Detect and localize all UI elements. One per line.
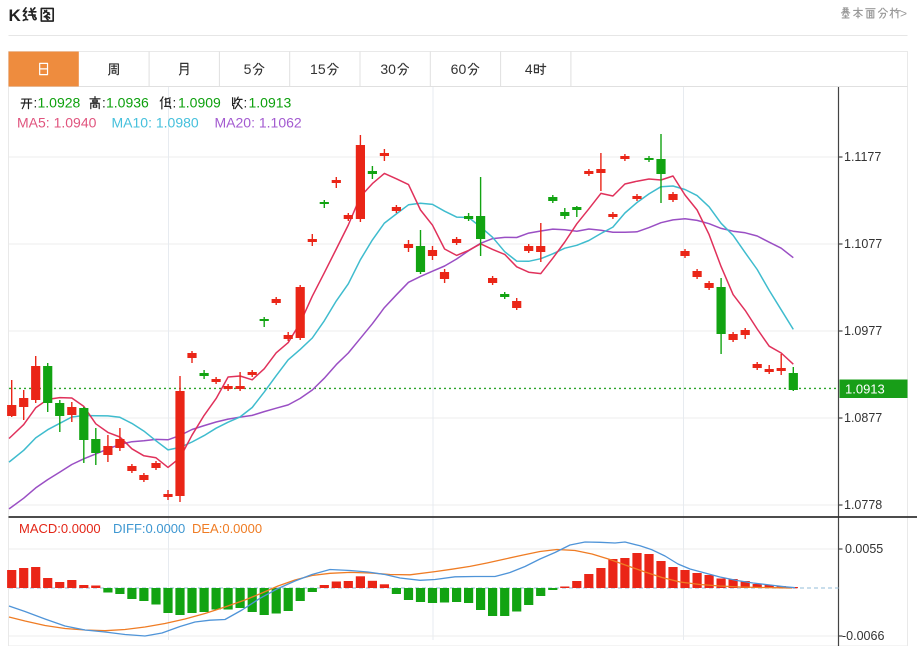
svg-text::: : [34,96,38,111]
svg-text:DEA:0.0000: DEA:0.0000 [192,521,262,536]
svg-text:MA5: 1.0940: MA5: 1.0940 [17,115,97,131]
svg-text:MA10: 1.0980: MA10: 1.0980 [112,115,199,131]
svg-text:>: > [900,6,907,20]
svg-text:1.1077: 1.1077 [844,237,882,251]
svg-text:1.0913: 1.0913 [845,382,885,397]
svg-text::: : [173,96,177,111]
svg-text:60: 60 [451,61,467,77]
svg-text:K: K [9,6,22,25]
svg-text:1.0936: 1.0936 [106,95,149,111]
svg-text::: : [244,96,248,111]
svg-text:1.1177: 1.1177 [844,150,881,164]
svg-text::: : [102,96,106,111]
svg-text:4: 4 [525,61,533,77]
svg-text:MACD:0.0000: MACD:0.0000 [19,521,101,536]
svg-text:30: 30 [380,61,396,77]
svg-text:DIFF:0.0000: DIFF:0.0000 [113,521,185,536]
svg-text:0.0055: 0.0055 [845,542,883,556]
svg-text:-0.0066: -0.0066 [842,629,884,643]
svg-text:1.0909: 1.0909 [178,95,221,111]
svg-text:15: 15 [310,61,326,77]
svg-text:MA20: 1.1062: MA20: 1.1062 [215,115,302,131]
svg-text:5: 5 [244,61,252,77]
svg-text:1.0877: 1.0877 [844,411,882,425]
svg-text:1.0778: 1.0778 [844,498,882,512]
svg-text:1.0977: 1.0977 [844,324,882,338]
svg-text:1.0928: 1.0928 [38,95,81,111]
svg-text:1.0913: 1.0913 [249,95,292,111]
